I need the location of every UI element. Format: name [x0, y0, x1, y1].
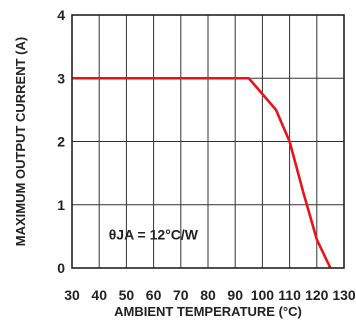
x-tick-label: 80: [200, 287, 216, 303]
plot-frame: [71, 14, 345, 269]
x-tick-label: 90: [227, 287, 243, 303]
x-axis-label: AMBIENT TEMPERATURE (°C): [114, 304, 302, 319]
x-tick-label: 130: [332, 287, 356, 303]
y-tick-label: 0: [57, 260, 65, 276]
y-tick-label: 3: [57, 70, 65, 86]
current-derating-line: [72, 76, 332, 269]
x-tick-label: 30: [64, 287, 80, 303]
tick-labels: 30 40 50 60 70 80 90 100 110 120 130 0 1 2 3 4: [57, 7, 356, 303]
thermal-resistance-annotation: θJA = 12°C/W: [109, 227, 199, 243]
x-tick-label: 60: [146, 287, 162, 303]
x-tick-label: 100: [251, 287, 275, 303]
y-axis-label: MAXIMUM OUTPUT CURRENT (A): [13, 37, 28, 246]
y-tick-label: 2: [57, 134, 65, 150]
y-tick-label: 1: [57, 197, 65, 213]
x-tick-label: 40: [91, 287, 107, 303]
x-tick-label: 120: [305, 287, 329, 303]
x-tick-label: 50: [119, 287, 135, 303]
series-group: [72, 76, 332, 269]
y-tick-label: 4: [57, 7, 65, 23]
x-tick-label: 110: [278, 287, 301, 303]
x-tick-label: 70: [173, 287, 189, 303]
